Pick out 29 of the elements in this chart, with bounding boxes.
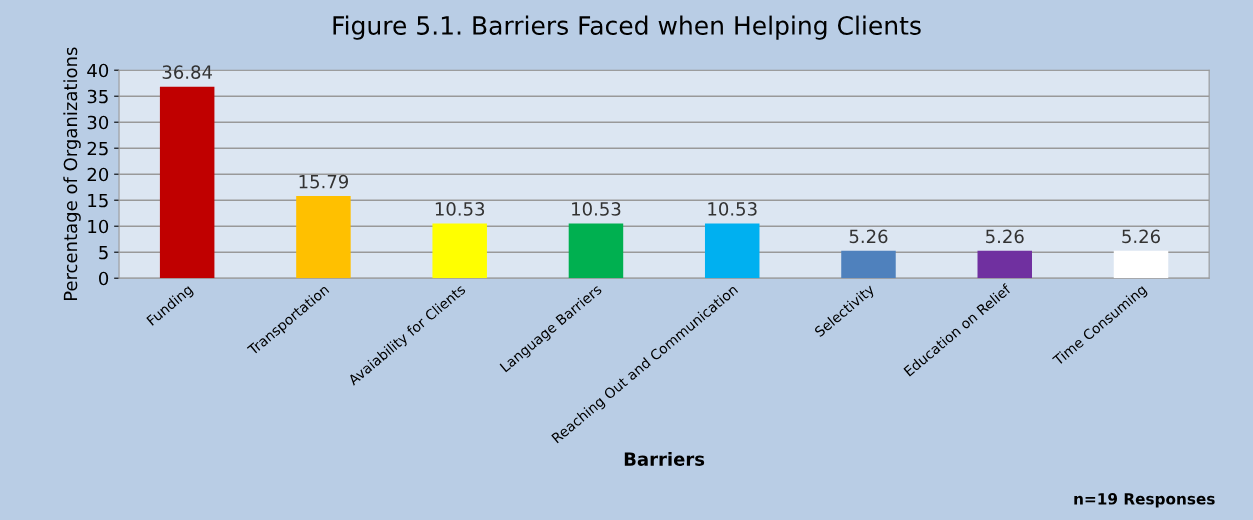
data-label: 10.53 — [435, 202, 485, 216]
bar — [296, 196, 351, 279]
chart-title: Figure 5.1. Barriers Faced when Helping Clients — [333, 15, 921, 40]
text: n=19 Responses — [1074, 493, 1215, 508]
data-label: 10.53 — [708, 202, 757, 216]
y-tick-label: 15 — [88, 193, 108, 208]
y-tick-label: 35 — [87, 89, 108, 104]
y-tick-label: 10 — [88, 219, 109, 234]
y-tick-label: 20 — [87, 167, 109, 182]
bar — [704, 223, 760, 279]
y-tick-label: 40 — [87, 63, 109, 78]
data-label: 5.26 — [986, 229, 1024, 244]
bar — [159, 86, 215, 279]
data-label: 15.79 — [299, 174, 349, 189]
data-label: 5.26 — [849, 229, 888, 244]
bar — [1113, 250, 1169, 279]
y-tick-label: 30 — [87, 115, 109, 130]
bar — [432, 223, 487, 279]
data-label: 10.53 — [572, 202, 621, 216]
bar — [841, 250, 896, 279]
x-axis-title: Barriers — [624, 451, 705, 466]
y-tick-label: 5 — [99, 245, 108, 260]
y-axis-title: Percentage of Organizations — [63, 47, 81, 301]
data-label: 5.26 — [1122, 229, 1160, 244]
y-tick-label: 0 — [99, 271, 109, 286]
data-label: 36.84 — [162, 65, 212, 79]
y-tick-label: 25 — [87, 141, 108, 156]
bar — [568, 223, 624, 279]
bar — [977, 250, 1032, 279]
